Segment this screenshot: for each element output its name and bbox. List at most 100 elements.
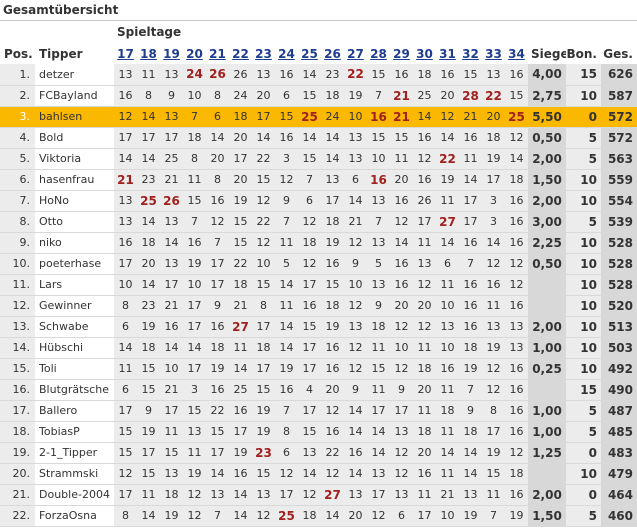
matchday-points: 20: [137, 253, 160, 275]
matchday-points: 19: [137, 316, 160, 338]
matchday-points: 15: [137, 358, 160, 380]
matchday-points: 13: [183, 421, 206, 443]
matchday-points: 13: [160, 211, 183, 233]
tipper-name: Viktoria: [35, 148, 114, 170]
tipper-name: Hübschi: [35, 337, 114, 359]
matchday-points: 26: [160, 190, 183, 212]
bonus-cell: 10: [566, 190, 601, 212]
matchday-link[interactable]: 23: [255, 46, 272, 61]
matchday-points: 12: [482, 379, 505, 401]
matchday-header: 30: [413, 43, 436, 64]
wins-cell: 1,50: [528, 169, 566, 191]
matchday-link[interactable]: 29: [393, 46, 410, 61]
matchday-link[interactable]: 32: [462, 46, 479, 61]
matchday-points: 10: [344, 106, 367, 128]
matchday-points: 22: [252, 148, 275, 170]
matchday-link[interactable]: 18: [140, 46, 157, 61]
tipper-name: bahlsen: [35, 106, 114, 128]
matchday-points: 16: [390, 253, 413, 275]
matchday-points: 13: [160, 106, 183, 128]
tipper-name: 2-1_Tipper: [35, 442, 114, 464]
position-cell: 21.: [0, 484, 35, 506]
matchday-points: 19: [344, 85, 367, 107]
matchday-points: 18: [206, 337, 229, 359]
matchday-points: 16: [160, 316, 183, 338]
matchday-points: 12: [390, 358, 413, 380]
matchday-points: 14: [137, 148, 160, 170]
matchday-link[interactable]: 28: [370, 46, 387, 61]
matchday-points: 20: [482, 106, 505, 128]
matchday-points: 25: [298, 106, 321, 128]
matchday-points: 21: [344, 211, 367, 233]
matchday-points: 16: [413, 463, 436, 485]
matchday-points: 20: [413, 295, 436, 317]
matchday-points: 16: [275, 64, 298, 86]
tipper-name: Strammski: [35, 463, 114, 485]
total-cell: 479: [601, 463, 637, 485]
matchday-link[interactable]: 27: [347, 46, 364, 61]
wins-cell: [528, 295, 566, 317]
matchday-link[interactable]: 22: [232, 46, 249, 61]
matchday-link[interactable]: 19: [163, 46, 180, 61]
matchday-link[interactable]: 31: [439, 46, 456, 61]
matchday-header: 29: [390, 43, 413, 64]
matchday-link[interactable]: 30: [416, 46, 433, 61]
matchday-points: 13: [390, 421, 413, 443]
matchday-link[interactable]: 20: [186, 46, 203, 61]
table-row: 16. Blutgrätsche 6 15 21 3 16 25 15 16 4 20 9 11 9 20 11…: [0, 379, 637, 401]
tipper-name: Blutgrätsche: [35, 379, 114, 401]
matchday-points: 10: [390, 337, 413, 359]
matchday-points: 13: [344, 484, 367, 506]
matchday-link[interactable]: 33: [485, 46, 502, 61]
matchday-points: 8: [114, 505, 137, 527]
matchday-header: 28: [367, 43, 390, 64]
position-cell: 2.: [0, 85, 35, 107]
table-row: 20. Strammski 12 15 13 19 14 16 15 12 14 12 14 13 12 16…: [0, 463, 637, 485]
matchday-points: 11: [436, 463, 459, 485]
matchday-points: 12: [252, 190, 275, 212]
matchday-header: 23: [252, 43, 275, 64]
total-cell: 464: [601, 484, 637, 506]
matchday-points: 13: [413, 253, 436, 275]
matchday-link[interactable]: 26: [324, 46, 341, 61]
wins-cell: 2,00: [528, 190, 566, 212]
matchday-points: 14: [275, 316, 298, 338]
matchday-points: 18: [321, 295, 344, 317]
tipper-name: Bold: [35, 127, 114, 149]
matchday-points: 16: [436, 64, 459, 86]
matchday-points: 19: [229, 442, 252, 464]
bonus-cell: 15: [566, 379, 601, 401]
matchday-points: 14: [160, 232, 183, 254]
matchday-points: 18: [413, 64, 436, 86]
matchday-points: 13: [505, 316, 528, 338]
matchday-link[interactable]: 34: [508, 46, 525, 61]
matchday-points: 10: [183, 274, 206, 296]
matchday-link[interactable]: 17: [117, 46, 134, 61]
matchday-points: 21: [160, 295, 183, 317]
matchday-points: 7: [482, 505, 505, 527]
matchday-points: 16: [114, 85, 137, 107]
matchday-link[interactable]: 25: [301, 46, 318, 61]
matchday-link[interactable]: 24: [278, 46, 295, 61]
matchday-points: 15: [459, 64, 482, 86]
total-cell: 520: [601, 295, 637, 317]
matchday-points: 19: [206, 358, 229, 380]
matchday-points: 15: [252, 379, 275, 401]
position-cell: 5.: [0, 148, 35, 170]
matchday-points: 19: [252, 400, 275, 422]
matchday-points: 18: [413, 421, 436, 443]
position-cell: 18.: [0, 421, 35, 443]
matchday-points: 25: [275, 505, 298, 527]
matchday-points: 14: [298, 463, 321, 485]
matchday-link[interactable]: 21: [209, 46, 226, 61]
matchday-points: 16: [436, 358, 459, 380]
matchday-points: 21: [114, 169, 137, 191]
matchday-points: 14: [344, 421, 367, 443]
matchday-points: 11: [413, 232, 436, 254]
matchday-points: 27: [436, 211, 459, 233]
matchday-points: 14: [436, 232, 459, 254]
matchday-points: 16: [390, 274, 413, 296]
matchday-points: 19: [482, 442, 505, 464]
matchday-points: 6: [114, 379, 137, 401]
matchday-points: 7: [275, 400, 298, 422]
